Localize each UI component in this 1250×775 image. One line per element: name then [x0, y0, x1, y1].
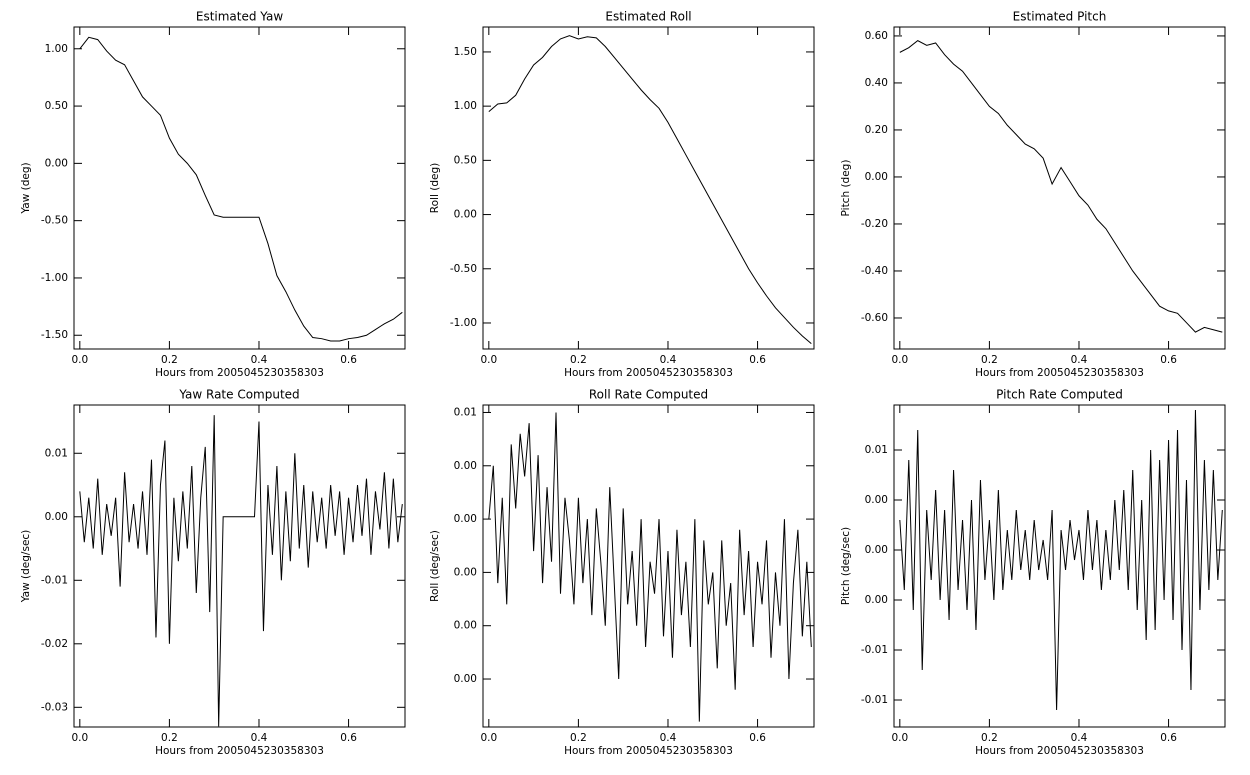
x-axis-label: Hours from 2005045230358303	[975, 745, 1144, 757]
y-tick-label: -0.40	[861, 265, 888, 277]
x-tick-label: 0.6	[340, 354, 357, 366]
y-tick-label: -0.01	[861, 644, 888, 656]
y-tick-label: 0.00	[45, 157, 68, 169]
y-tick-label: -1.50	[41, 329, 68, 341]
x-tick-label: 0.0	[480, 732, 497, 744]
y-axis-label: Yaw (deg)	[20, 162, 32, 214]
data-line	[899, 409, 1223, 711]
y-tick-label: 0.00	[865, 594, 888, 606]
x-tick-label: 0.2	[570, 732, 587, 744]
chart-title: Roll Rate Computed	[589, 388, 708, 402]
x-tick-label: 0.2	[570, 354, 587, 366]
plot-frame	[482, 26, 815, 350]
chart-title: Yaw Rate Computed	[178, 388, 299, 402]
x-tick-label: 0.2	[981, 732, 998, 744]
data-line	[79, 36, 403, 342]
x-tick-label: 0.6	[749, 354, 766, 366]
y-tick-label: 0.60	[865, 30, 888, 42]
y-tick-label: 0.00	[45, 511, 68, 523]
y-tick-label: -0.50	[41, 215, 68, 227]
x-tick-label: 0.4	[251, 732, 268, 744]
chart-title: Estimated Pitch	[1013, 10, 1107, 24]
y-tick-label: -0.01	[861, 694, 888, 706]
x-tick-label: 0.0	[891, 354, 908, 366]
y-axis-label: Yaw (deg/sec)	[20, 530, 32, 604]
chart-title: Pitch Rate Computed	[996, 388, 1123, 402]
y-tick-label: 1.50	[454, 46, 477, 58]
y-tick-label: 0.00	[454, 513, 477, 525]
x-tick-label: 0.2	[981, 354, 998, 366]
x-tick-label: 0.2	[161, 354, 178, 366]
data-line	[899, 40, 1223, 333]
y-tick-label: -0.03	[41, 701, 68, 713]
chart-title: Estimated Roll	[605, 10, 691, 24]
x-tick-label: 0.6	[1160, 732, 1177, 744]
y-tick-label: 0.50	[454, 154, 477, 166]
y-tick-label: 0.00	[865, 544, 888, 556]
y-tick-label: -1.00	[450, 317, 477, 329]
x-tick-label: 0.4	[660, 354, 677, 366]
y-tick-label: 0.00	[454, 620, 477, 632]
plot-frame	[893, 26, 1226, 350]
plot-frame	[73, 404, 406, 728]
y-tick-label: 1.00	[45, 43, 68, 55]
y-tick-label: 0.00	[454, 566, 477, 578]
data-line	[488, 35, 812, 344]
plot-frame	[73, 26, 406, 350]
x-tick-label: 0.4	[1071, 354, 1088, 366]
y-tick-label: 0.00	[454, 673, 477, 685]
x-axis-label: Hours from 2005045230358303	[155, 367, 324, 379]
x-tick-label: 0.0	[71, 354, 88, 366]
data-line	[79, 415, 403, 727]
x-axis-label: Hours from 2005045230358303	[155, 745, 324, 757]
x-axis-label: Hours from 2005045230358303	[975, 367, 1144, 379]
y-tick-label: -0.20	[861, 218, 888, 230]
x-tick-label: 0.4	[1071, 732, 1088, 744]
y-tick-label: 0.01	[865, 444, 888, 456]
x-tick-label: 0.6	[340, 732, 357, 744]
y-tick-label: 0.00	[454, 460, 477, 472]
plot-frame	[482, 404, 815, 728]
y-axis-label: Pitch (deg)	[840, 160, 852, 217]
y-axis-label: Pitch (deg/sec)	[840, 527, 852, 605]
x-tick-label: 0.6	[1160, 354, 1177, 366]
y-tick-label: -0.50	[450, 263, 477, 275]
y-tick-label: 0.50	[45, 100, 68, 112]
y-axis-label: Roll (deg)	[429, 163, 441, 213]
y-tick-label: 1.00	[454, 100, 477, 112]
chart-title: Estimated Yaw	[196, 10, 283, 24]
x-axis-label: Hours from 2005045230358303	[564, 367, 733, 379]
x-tick-label: 0.2	[161, 732, 178, 744]
x-tick-label: 0.0	[891, 732, 908, 744]
x-tick-label: 0.0	[71, 732, 88, 744]
y-tick-label: 0.00	[865, 171, 888, 183]
y-tick-label: 0.01	[454, 406, 477, 418]
y-axis-label: Roll (deg/sec)	[429, 530, 441, 602]
x-axis-label: Hours from 2005045230358303	[564, 745, 733, 757]
y-tick-label: 0.00	[865, 494, 888, 506]
y-tick-label: -0.60	[861, 312, 888, 324]
x-tick-label: 0.4	[251, 354, 268, 366]
y-tick-label: 0.01	[45, 447, 68, 459]
y-tick-label: 0.00	[454, 209, 477, 221]
y-tick-label: 0.20	[865, 124, 888, 136]
y-tick-label: -0.01	[41, 574, 68, 586]
x-tick-label: 0.4	[660, 732, 677, 744]
plot-frame	[893, 404, 1226, 728]
x-tick-label: 0.6	[749, 732, 766, 744]
y-tick-label: 0.40	[865, 77, 888, 89]
y-tick-label: -0.02	[41, 638, 68, 650]
x-tick-label: 0.0	[480, 354, 497, 366]
y-tick-label: -1.00	[41, 272, 68, 284]
data-line	[488, 412, 812, 722]
